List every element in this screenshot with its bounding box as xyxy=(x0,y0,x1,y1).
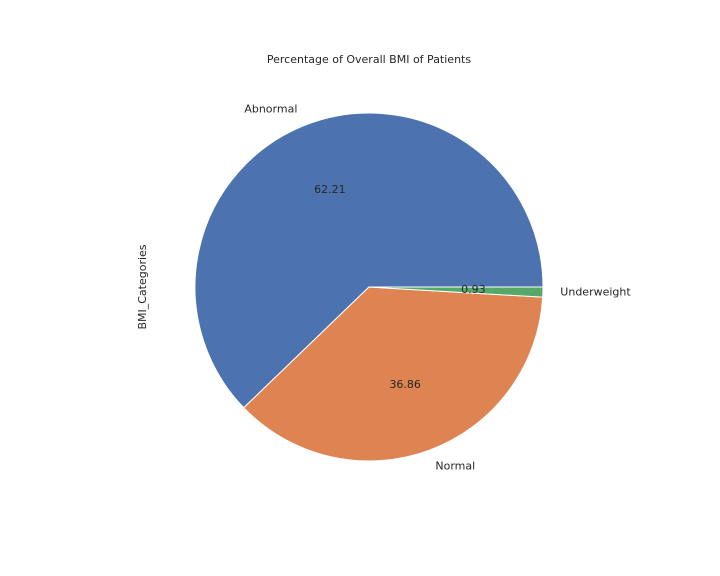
chart-title: Percentage of Overall BMI of Patients xyxy=(267,53,471,66)
pie-wedges xyxy=(194,112,544,462)
pie-slice-underweight xyxy=(368,286,544,298)
slice-value-normal: 36.86 xyxy=(389,378,421,391)
slice-value-abnormal: 62.21 xyxy=(314,183,346,196)
y-axis-label: BMI_Categories xyxy=(136,244,149,329)
pie-labels: Abnormal 62.21 Normal 36.86 Underweight 0.93 xyxy=(244,103,631,473)
slice-label-underweight: Underweight xyxy=(560,286,631,299)
slice-value-underweight: 0.93 xyxy=(461,283,486,296)
pie-slice-abnormal xyxy=(194,112,544,409)
slice-label-abnormal: Abnormal xyxy=(244,103,297,116)
slice-label-normal: Normal xyxy=(435,460,475,473)
pie-slice-normal xyxy=(243,286,544,462)
